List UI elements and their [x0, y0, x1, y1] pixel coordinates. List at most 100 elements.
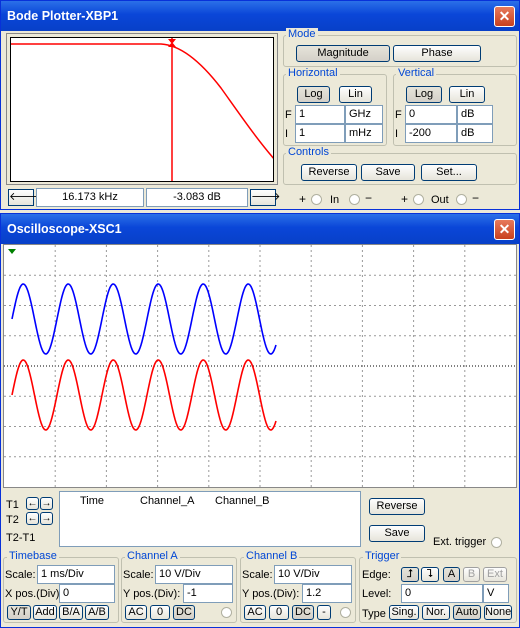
yt-button[interactable]: Y/T: [7, 605, 31, 620]
arrow-left-icon: ←: [27, 513, 38, 524]
trigger-ext-button[interactable]: Ext: [483, 567, 507, 582]
bode-save-button[interactable]: Save: [361, 164, 415, 181]
vertical-group: [393, 74, 517, 146]
in-minus-terminal[interactable]: [349, 194, 360, 205]
horizontal-log-button[interactable]: Log: [297, 86, 330, 103]
in-minus-label: −: [365, 191, 373, 205]
oscilloscope-window: Oscilloscope-XSC1 ✕ T1 ← → T2 ← → T2-T1 …: [0, 213, 520, 628]
scope-screen-frame: [3, 244, 517, 488]
horizontal-final-unit[interactable]: GHz: [345, 105, 383, 124]
t2-t1-label: T2-T1: [6, 532, 36, 544]
trigger-single-button[interactable]: Sing.: [389, 605, 419, 620]
channel-b-scale-field[interactable]: 10 V/Div: [274, 565, 352, 584]
channel-b-dc-button[interactable]: DC: [292, 605, 314, 620]
ext-trigger-terminal[interactable]: [491, 537, 502, 548]
bode-magnitude-readout: -3.083 dB: [146, 188, 248, 207]
bode-cursor-marker-icon: [168, 39, 176, 47]
level-label: Level:: [362, 588, 392, 600]
out-minus-label: −: [472, 191, 480, 205]
trigger-level-field[interactable]: 0: [401, 584, 483, 603]
horizontal-f-label: F: [285, 109, 292, 121]
a-over-b-button[interactable]: A/B: [85, 605, 109, 620]
scope-title: Oscilloscope-XSC1: [7, 222, 122, 236]
trigger-b-button[interactable]: B: [463, 567, 480, 582]
vertical-final-unit[interactable]: dB: [457, 105, 493, 124]
channel-a-scale-field[interactable]: 10 V/Div: [155, 565, 233, 584]
out-plus-terminal[interactable]: [413, 194, 424, 205]
arrow-left-icon: ←: [27, 498, 38, 509]
add-button[interactable]: Add: [33, 605, 57, 620]
horizontal-lin-button[interactable]: Lin: [339, 86, 372, 103]
timebase-group-title: Timebase: [7, 550, 59, 562]
channel-a-dc-button[interactable]: DC: [173, 605, 195, 620]
t2-label: T2: [6, 514, 19, 526]
channel-a-ac-button[interactable]: AC: [125, 605, 147, 620]
channel-b-ac-button[interactable]: AC: [244, 605, 266, 620]
t1-left-button[interactable]: ←: [26, 497, 39, 510]
horizontal-initial-unit[interactable]: mHz: [345, 124, 383, 143]
bode-close-icon[interactable]: ✕: [494, 6, 515, 27]
bode-plot-frame: [6, 33, 278, 185]
in-plus-label: +: [299, 192, 307, 206]
mode-group-title: Mode: [286, 28, 318, 40]
vertical-initial-value[interactable]: -200: [405, 124, 457, 143]
falling-edge-icon: ⮧: [426, 568, 434, 580]
trigger-auto-button[interactable]: Auto: [453, 605, 481, 620]
channel-a-terminal[interactable]: [221, 607, 232, 618]
channel-b-group-title: Channel B: [244, 550, 300, 562]
bode-cursor-left-button[interactable]: 🡐: [8, 189, 39, 206]
channel-a-ypos-field[interactable]: -1: [183, 584, 233, 603]
channel-a-zero-button[interactable]: 0: [150, 605, 170, 620]
scope-save-button[interactable]: Save: [369, 525, 425, 542]
scope-reverse-button[interactable]: Reverse: [369, 498, 425, 515]
rising-edge-button[interactable]: ⮥: [401, 567, 419, 582]
bode-cursor-right-button[interactable]: 🡒: [250, 189, 281, 206]
vertical-i-label: I: [395, 128, 399, 140]
horizontal-initial-value[interactable]: 1: [295, 124, 345, 143]
b-over-a-button[interactable]: B/A: [59, 605, 83, 620]
trigger-none-button[interactable]: None: [484, 605, 512, 620]
bode-reverse-button[interactable]: Reverse: [301, 164, 357, 181]
vertical-log-button[interactable]: Log: [406, 86, 442, 103]
bode-set-button[interactable]: Set...: [421, 164, 477, 181]
arrow-left-icon: 🡐: [9, 191, 39, 203]
bode-plot[interactable]: [10, 37, 274, 182]
trigger-normal-button[interactable]: Nor.: [422, 605, 450, 620]
channel-b-zero-button[interactable]: 0: [269, 605, 289, 620]
ext-trigger-label: Ext. trigger: [433, 536, 487, 548]
scope-title-bar[interactable]: Oscilloscope-XSC1: [1, 214, 519, 244]
channel-b-minus-button[interactable]: -: [317, 605, 331, 620]
col-time-header: Time: [80, 495, 105, 507]
channel-b-ypos-label: Y pos.(Div):: [242, 588, 300, 600]
channel-a-scale-label: Scale:: [123, 569, 154, 581]
bode-title-bar[interactable]: Bode Plotter-XBP1: [1, 1, 519, 31]
trigger-a-button[interactable]: A: [443, 567, 460, 582]
t2-right-button[interactable]: →: [40, 512, 53, 525]
t1-right-button[interactable]: →: [40, 497, 53, 510]
out-label: Out: [431, 194, 449, 206]
vertical-initial-unit[interactable]: dB: [457, 124, 493, 143]
bode-plotter-window: Bode Plotter-XBP1 ✕ 🡐 16.173 kHz -3.083 …: [0, 0, 520, 210]
out-minus-terminal[interactable]: [456, 194, 467, 205]
horizontal-final-value[interactable]: 1: [295, 105, 345, 124]
falling-edge-button[interactable]: ⮧: [421, 567, 439, 582]
scope-close-icon[interactable]: ✕: [494, 219, 515, 240]
controls-group-title: Controls: [286, 146, 331, 158]
timebase-scale-field[interactable]: 1 ms/Div: [37, 565, 115, 584]
t2-left-button[interactable]: ←: [26, 512, 39, 525]
timebase-scale-label: Scale:: [5, 569, 36, 581]
edge-label: Edge:: [362, 569, 391, 581]
out-plus-label: +: [401, 192, 409, 206]
xpos-field[interactable]: 0: [59, 584, 115, 603]
in-plus-terminal[interactable]: [311, 194, 322, 205]
scope-screen[interactable]: [4, 245, 516, 487]
vertical-final-value[interactable]: 0: [405, 105, 457, 124]
channel-b-terminal[interactable]: [340, 607, 351, 618]
t1-label: T1: [6, 499, 19, 511]
trigger-level-unit[interactable]: V: [483, 584, 509, 603]
vertical-lin-button[interactable]: Lin: [449, 86, 485, 103]
magnitude-button[interactable]: Magnitude: [296, 45, 390, 62]
phase-button[interactable]: Phase: [393, 45, 481, 62]
channel-b-ypos-field[interactable]: 1.2: [302, 584, 352, 603]
channel-b-trace: [11, 359, 277, 431]
